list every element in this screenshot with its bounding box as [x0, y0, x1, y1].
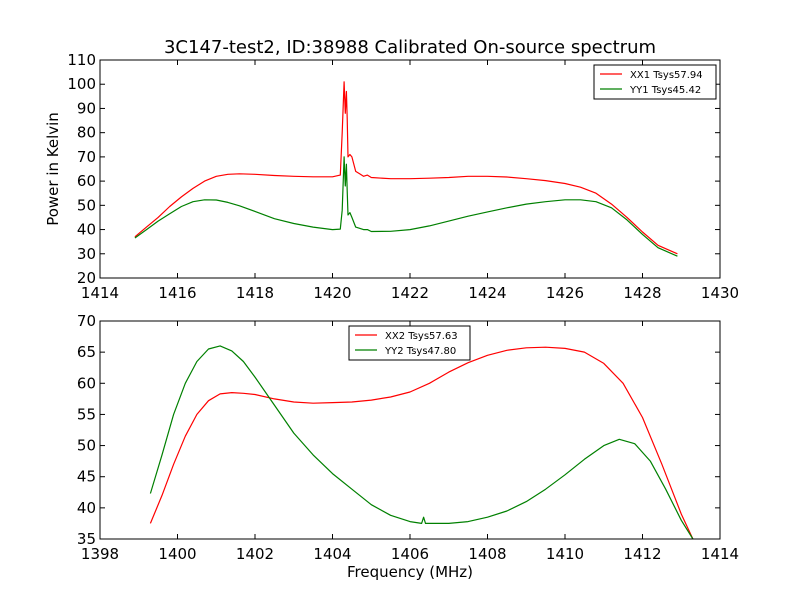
bottom-panel-ytick-label: 45 [77, 468, 96, 486]
top-panel-ytick-label: 70 [77, 148, 96, 166]
bottom-panel-xtick-label: 1400 [158, 545, 196, 563]
bottom-panel-xtick-label: 1402 [236, 545, 274, 563]
top-panel-ytick-label: 110 [67, 51, 96, 69]
bottom-panel-series-1-line [149, 346, 694, 539]
top-panel-xtick-label: 1422 [391, 284, 429, 302]
bottom-panel-legend-label-2: YY2 Tsys47.80 [384, 346, 456, 357]
top-panel-legend: XX1 Tsys57.94 YY1 Tsys45.42 [593, 64, 717, 100]
bottom-panel-ytick-label: 55 [77, 405, 96, 423]
top-panel-xtick-label: 1416 [158, 284, 196, 302]
top-panel-ylabel: Power in Kelvin [44, 112, 62, 226]
bottom-panel-xlabel: Frequency (MHz) [347, 563, 473, 581]
top-panel-xtick-label: 1420 [313, 284, 351, 302]
bottom-panel-xtick-label: 1408 [468, 545, 506, 563]
bottom-panel-ytick-label: 50 [77, 437, 96, 455]
top-panel-legend-label-2: YY1 Tsys45.42 [629, 85, 701, 96]
top-panel-ytick-label: 80 [77, 124, 96, 142]
top-panel-xtick-label: 1424 [468, 284, 506, 302]
bottom-panel-xtick-label: 1412 [623, 545, 661, 563]
top-panel-ytick-label: 50 [77, 196, 96, 214]
bottom-panel-legend-box [348, 325, 471, 361]
bottom-panel-ytick-label: 40 [77, 499, 96, 517]
bottom-panel-xtick-label: 1410 [546, 545, 584, 563]
top-panel-xtick-label: 1430 [701, 284, 739, 302]
bottom-panel-ytick-label: 65 [77, 343, 96, 361]
bottom-panel: Frequency (MHz) 1398 1400 1402 1404 1406 1408… [77, 312, 739, 581]
figure-title: 3C147-test2, ID:38988 Calibrated On-sour… [164, 37, 656, 58]
bottom-panel-ytick-label: 60 [77, 374, 96, 392]
bottom-panel-xtick-label: 1406 [391, 545, 429, 563]
top-panel-ytick-label: 20 [77, 269, 96, 287]
bottom-panel-ytick-label: 70 [77, 312, 96, 330]
bottom-panel-xtick-label: 1398 [81, 545, 119, 563]
top-panel-ytick-label: 40 [77, 221, 96, 239]
top-panel-legend-box [593, 64, 717, 100]
top-panel-xtick-label: 1414 [81, 284, 119, 302]
bottom-panel-legend: XX2 Tsys57.63 YY2 Tsys47.80 [348, 325, 471, 361]
top-panel-xtick-label: 1428 [623, 284, 661, 302]
top-panel-series-2-line [134, 156, 678, 257]
top-panel-ytick-label: 90 [77, 99, 96, 117]
bottom-panel-legend-label-1: XX2 Tsys57.63 [385, 331, 458, 342]
bottom-panel-xtick-label: 1414 [701, 545, 739, 563]
top-panel-legend-label-1: XX1 Tsys57.94 [630, 70, 703, 81]
top-panel-series-1-line [134, 81, 678, 255]
top-panel-xtick-label: 1418 [236, 284, 274, 302]
top-panel-xtick-label: 1426 [546, 284, 584, 302]
top-panel: Power in Kelvin 1414 1416 1418 1420 1422 1424… [44, 51, 739, 302]
top-panel-ytick-label: 60 [77, 172, 96, 190]
bottom-panel-series-2-line [149, 345, 694, 539]
top-panel-ytick-label: 100 [67, 75, 96, 93]
bottom-panel-ytick-label: 35 [77, 530, 96, 548]
bottom-panel-xtick-label: 1404 [313, 545, 351, 563]
top-panel-ytick-label: 30 [77, 245, 96, 263]
